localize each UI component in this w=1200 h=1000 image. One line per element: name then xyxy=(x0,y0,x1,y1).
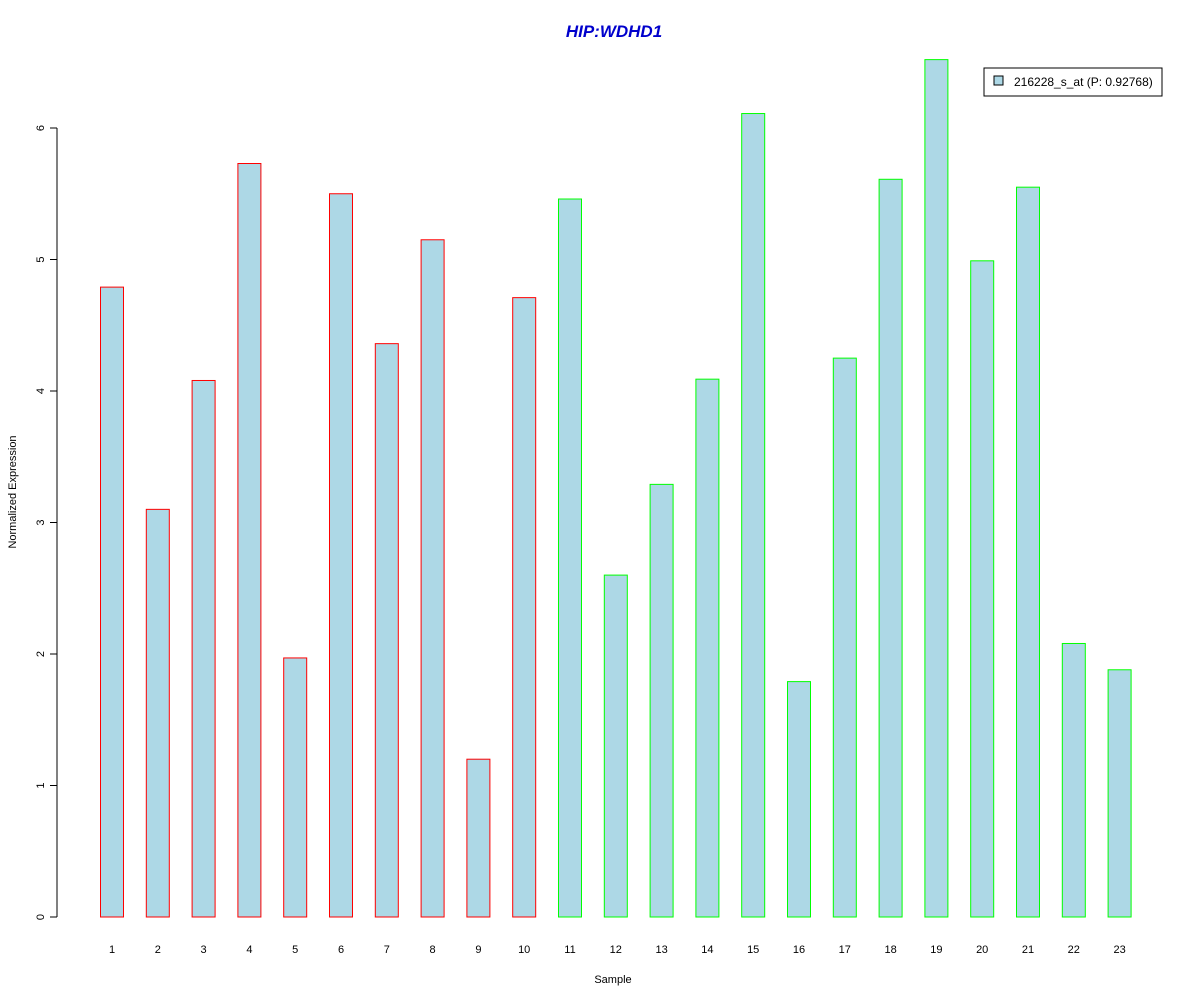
x-tick-label: 14 xyxy=(701,944,713,956)
y-tick-label: 3 xyxy=(35,519,47,525)
legend-label: 216228_s_at (P: 0.92768) xyxy=(1014,75,1153,89)
x-tick-label: 19 xyxy=(930,944,942,956)
y-tick-label: 4 xyxy=(35,388,47,394)
bar-sample-20 xyxy=(970,260,995,918)
x-tick-label: 21 xyxy=(1022,944,1034,956)
bar-sample-10 xyxy=(512,297,537,918)
x-tick-label: 16 xyxy=(793,944,805,956)
x-tick-label: 18 xyxy=(884,944,896,956)
y-axis-label: Normalized Expression xyxy=(7,435,19,548)
x-tick-label: 8 xyxy=(430,944,436,956)
x-tick-label: 23 xyxy=(1113,944,1125,956)
legend: 216228_s_at (P: 0.92768) xyxy=(983,67,1163,97)
bar-sample-6 xyxy=(329,193,353,918)
x-tick-label: 20 xyxy=(976,944,988,956)
bars-group xyxy=(100,59,1132,918)
x-tick-label: 2 xyxy=(155,944,161,956)
y-tick-label: 2 xyxy=(35,651,47,657)
legend-swatch xyxy=(993,75,1004,86)
x-tick-label: 11 xyxy=(564,944,575,956)
x-tick-label: 5 xyxy=(292,944,298,956)
y-tick-label: 5 xyxy=(35,256,47,262)
bar-sample-16 xyxy=(787,681,811,918)
x-tick-label: 4 xyxy=(246,944,252,956)
bar-sample-17 xyxy=(832,357,857,918)
bar-sample-7 xyxy=(374,343,399,918)
bar-sample-2 xyxy=(145,508,170,918)
bar-sample-19 xyxy=(924,59,949,918)
bar-sample-23 xyxy=(1107,669,1132,918)
bar-sample-11 xyxy=(558,198,582,918)
x-tick-label: 22 xyxy=(1068,944,1080,956)
x-tick-label: 7 xyxy=(384,944,390,956)
x-tick-label: 10 xyxy=(518,944,530,956)
bar-sample-14 xyxy=(695,378,720,918)
x-tick-label: 13 xyxy=(655,944,667,956)
bar-sample-21 xyxy=(1016,186,1040,918)
bar-sample-4 xyxy=(237,163,262,918)
bar-sample-3 xyxy=(191,379,216,918)
x-tick-label: 12 xyxy=(610,944,622,956)
bar-sample-22 xyxy=(1061,642,1086,918)
bar-sample-15 xyxy=(741,113,766,918)
legend-box xyxy=(983,67,1163,97)
chart-title: HIP:WDHD1 xyxy=(566,22,662,41)
x-tick-label: 15 xyxy=(747,944,759,956)
y-tick-label: 0 xyxy=(35,914,47,920)
bar-sample-5 xyxy=(283,657,308,918)
x-tick-label: 6 xyxy=(338,944,344,956)
x-axis: 1 2 3 4 5 6 7 8 9 10 11 12 13 14 15 16 17 18 19 20 21 22 23 xyxy=(109,944,1126,956)
x-tick-label: 9 xyxy=(475,944,481,956)
bar-sample-9 xyxy=(466,758,491,918)
y-tick-label: 6 xyxy=(35,125,47,131)
y-axis: 0 1 2 3 4 5 6 xyxy=(35,125,57,920)
bar-sample-12 xyxy=(603,574,628,918)
x-tick-label: 3 xyxy=(201,944,207,956)
bar-sample-8 xyxy=(420,239,445,918)
bar-sample-1 xyxy=(100,286,124,918)
x-tick-label: 1 xyxy=(109,944,115,956)
bar-sample-18 xyxy=(878,178,903,918)
y-tick-label: 1 xyxy=(35,782,47,788)
x-axis-label: Sample xyxy=(594,974,631,986)
x-tick-label: 17 xyxy=(839,944,851,956)
bar-sample-13 xyxy=(649,483,674,918)
